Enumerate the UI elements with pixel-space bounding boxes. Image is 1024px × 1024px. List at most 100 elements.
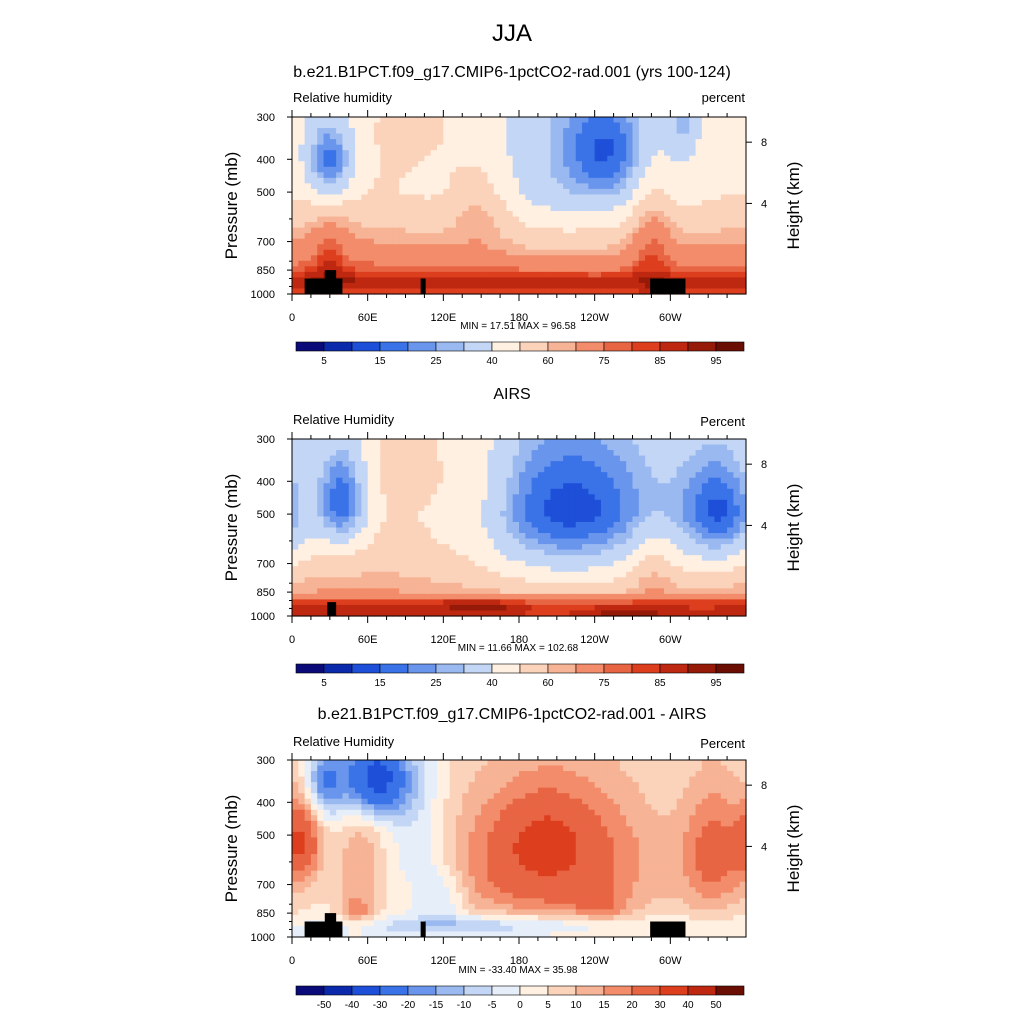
field-cell bbox=[506, 516, 514, 523]
field-cell bbox=[399, 533, 407, 540]
field-cell bbox=[506, 439, 514, 446]
field-cell bbox=[695, 533, 703, 540]
field-cell bbox=[355, 288, 362, 295]
field-cell bbox=[405, 571, 413, 578]
field-cell bbox=[342, 610, 350, 617]
field-cell bbox=[443, 244, 451, 251]
field-cell bbox=[317, 150, 325, 157]
field-cell bbox=[455, 288, 463, 295]
field-cell bbox=[708, 444, 716, 451]
field-cell bbox=[519, 288, 526, 295]
field-cell bbox=[619, 222, 627, 229]
field-cell bbox=[701, 527, 709, 534]
field-cell bbox=[386, 266, 394, 273]
field-cell bbox=[544, 610, 552, 617]
field-cell bbox=[525, 516, 533, 523]
field-cell bbox=[739, 610, 747, 617]
field-cell bbox=[411, 444, 419, 451]
field-cell bbox=[569, 227, 577, 234]
field-cell bbox=[695, 183, 703, 190]
field-cell bbox=[481, 255, 489, 262]
field-cell bbox=[304, 505, 312, 512]
field-cell bbox=[575, 227, 583, 234]
field-cell bbox=[336, 505, 344, 512]
field-cell bbox=[550, 216, 558, 223]
field-cell bbox=[645, 139, 653, 146]
field-cell bbox=[714, 560, 722, 567]
field-cell bbox=[626, 205, 634, 212]
field-cell bbox=[569, 133, 577, 140]
field-cell bbox=[380, 455, 388, 462]
field-cell bbox=[424, 538, 432, 545]
field-cell bbox=[556, 227, 564, 234]
field-cell bbox=[493, 505, 501, 512]
field-cell bbox=[493, 166, 501, 173]
field-cell bbox=[329, 582, 337, 589]
field-cell bbox=[405, 610, 413, 617]
field-cell bbox=[506, 117, 514, 124]
field-cell bbox=[626, 760, 634, 767]
field-cell bbox=[638, 599, 646, 606]
field-cell bbox=[594, 194, 602, 201]
y-axis-label: Pressure (mb) bbox=[222, 152, 241, 260]
field-cell bbox=[600, 604, 608, 612]
field-cell bbox=[310, 483, 318, 490]
field-cell bbox=[676, 255, 684, 262]
field-cell bbox=[424, 499, 432, 506]
field-cell bbox=[361, 255, 369, 262]
field-cell bbox=[474, 260, 482, 267]
field-cell bbox=[455, 282, 463, 290]
field-cell bbox=[500, 533, 507, 540]
field-cell bbox=[355, 571, 362, 578]
field-cell bbox=[632, 238, 640, 245]
field-cell bbox=[714, 211, 722, 218]
field-cell bbox=[373, 117, 381, 124]
field-cell bbox=[367, 588, 375, 595]
field-cell bbox=[594, 183, 602, 190]
field-cell bbox=[651, 566, 659, 573]
field-cell bbox=[575, 505, 583, 512]
field-cell bbox=[336, 177, 344, 184]
field-cell bbox=[645, 571, 653, 578]
field-cell bbox=[474, 155, 482, 162]
field-cell bbox=[632, 260, 640, 267]
field-cell bbox=[380, 549, 388, 556]
field-cell bbox=[714, 477, 722, 484]
field-cell bbox=[367, 233, 375, 240]
field-cell bbox=[720, 183, 728, 190]
field-cell bbox=[355, 472, 362, 479]
field-cell bbox=[329, 188, 337, 196]
field-cell bbox=[525, 566, 533, 573]
field-cell bbox=[544, 494, 552, 501]
panel-1-humidity-field bbox=[292, 117, 747, 295]
x-tick-label: 0 bbox=[289, 312, 295, 324]
field-cell bbox=[493, 455, 501, 462]
field-cell bbox=[619, 499, 627, 506]
field-cell bbox=[380, 610, 388, 617]
field-cell bbox=[411, 172, 419, 179]
field-cell bbox=[563, 122, 571, 129]
field-cell bbox=[682, 516, 690, 523]
field-cell bbox=[638, 211, 646, 218]
field-cell bbox=[323, 233, 331, 240]
field-cell bbox=[437, 533, 444, 540]
field-cell bbox=[348, 216, 356, 223]
field-cell bbox=[682, 238, 690, 245]
field-cell bbox=[720, 599, 728, 606]
field-cell bbox=[720, 505, 728, 512]
field-cell bbox=[468, 549, 476, 556]
field-cell bbox=[361, 194, 369, 201]
field-cell bbox=[575, 560, 583, 567]
field-cell bbox=[399, 505, 407, 512]
field-cell bbox=[739, 760, 747, 767]
field-cell bbox=[304, 199, 312, 207]
field-cell bbox=[664, 566, 671, 573]
field-cell bbox=[462, 483, 470, 490]
field-cell bbox=[537, 144, 545, 151]
field-cell bbox=[613, 505, 621, 512]
field-cell bbox=[298, 593, 306, 601]
field-cell bbox=[569, 765, 577, 772]
field-cell bbox=[437, 577, 444, 584]
field-cell bbox=[682, 199, 690, 207]
field-cell bbox=[701, 450, 709, 457]
